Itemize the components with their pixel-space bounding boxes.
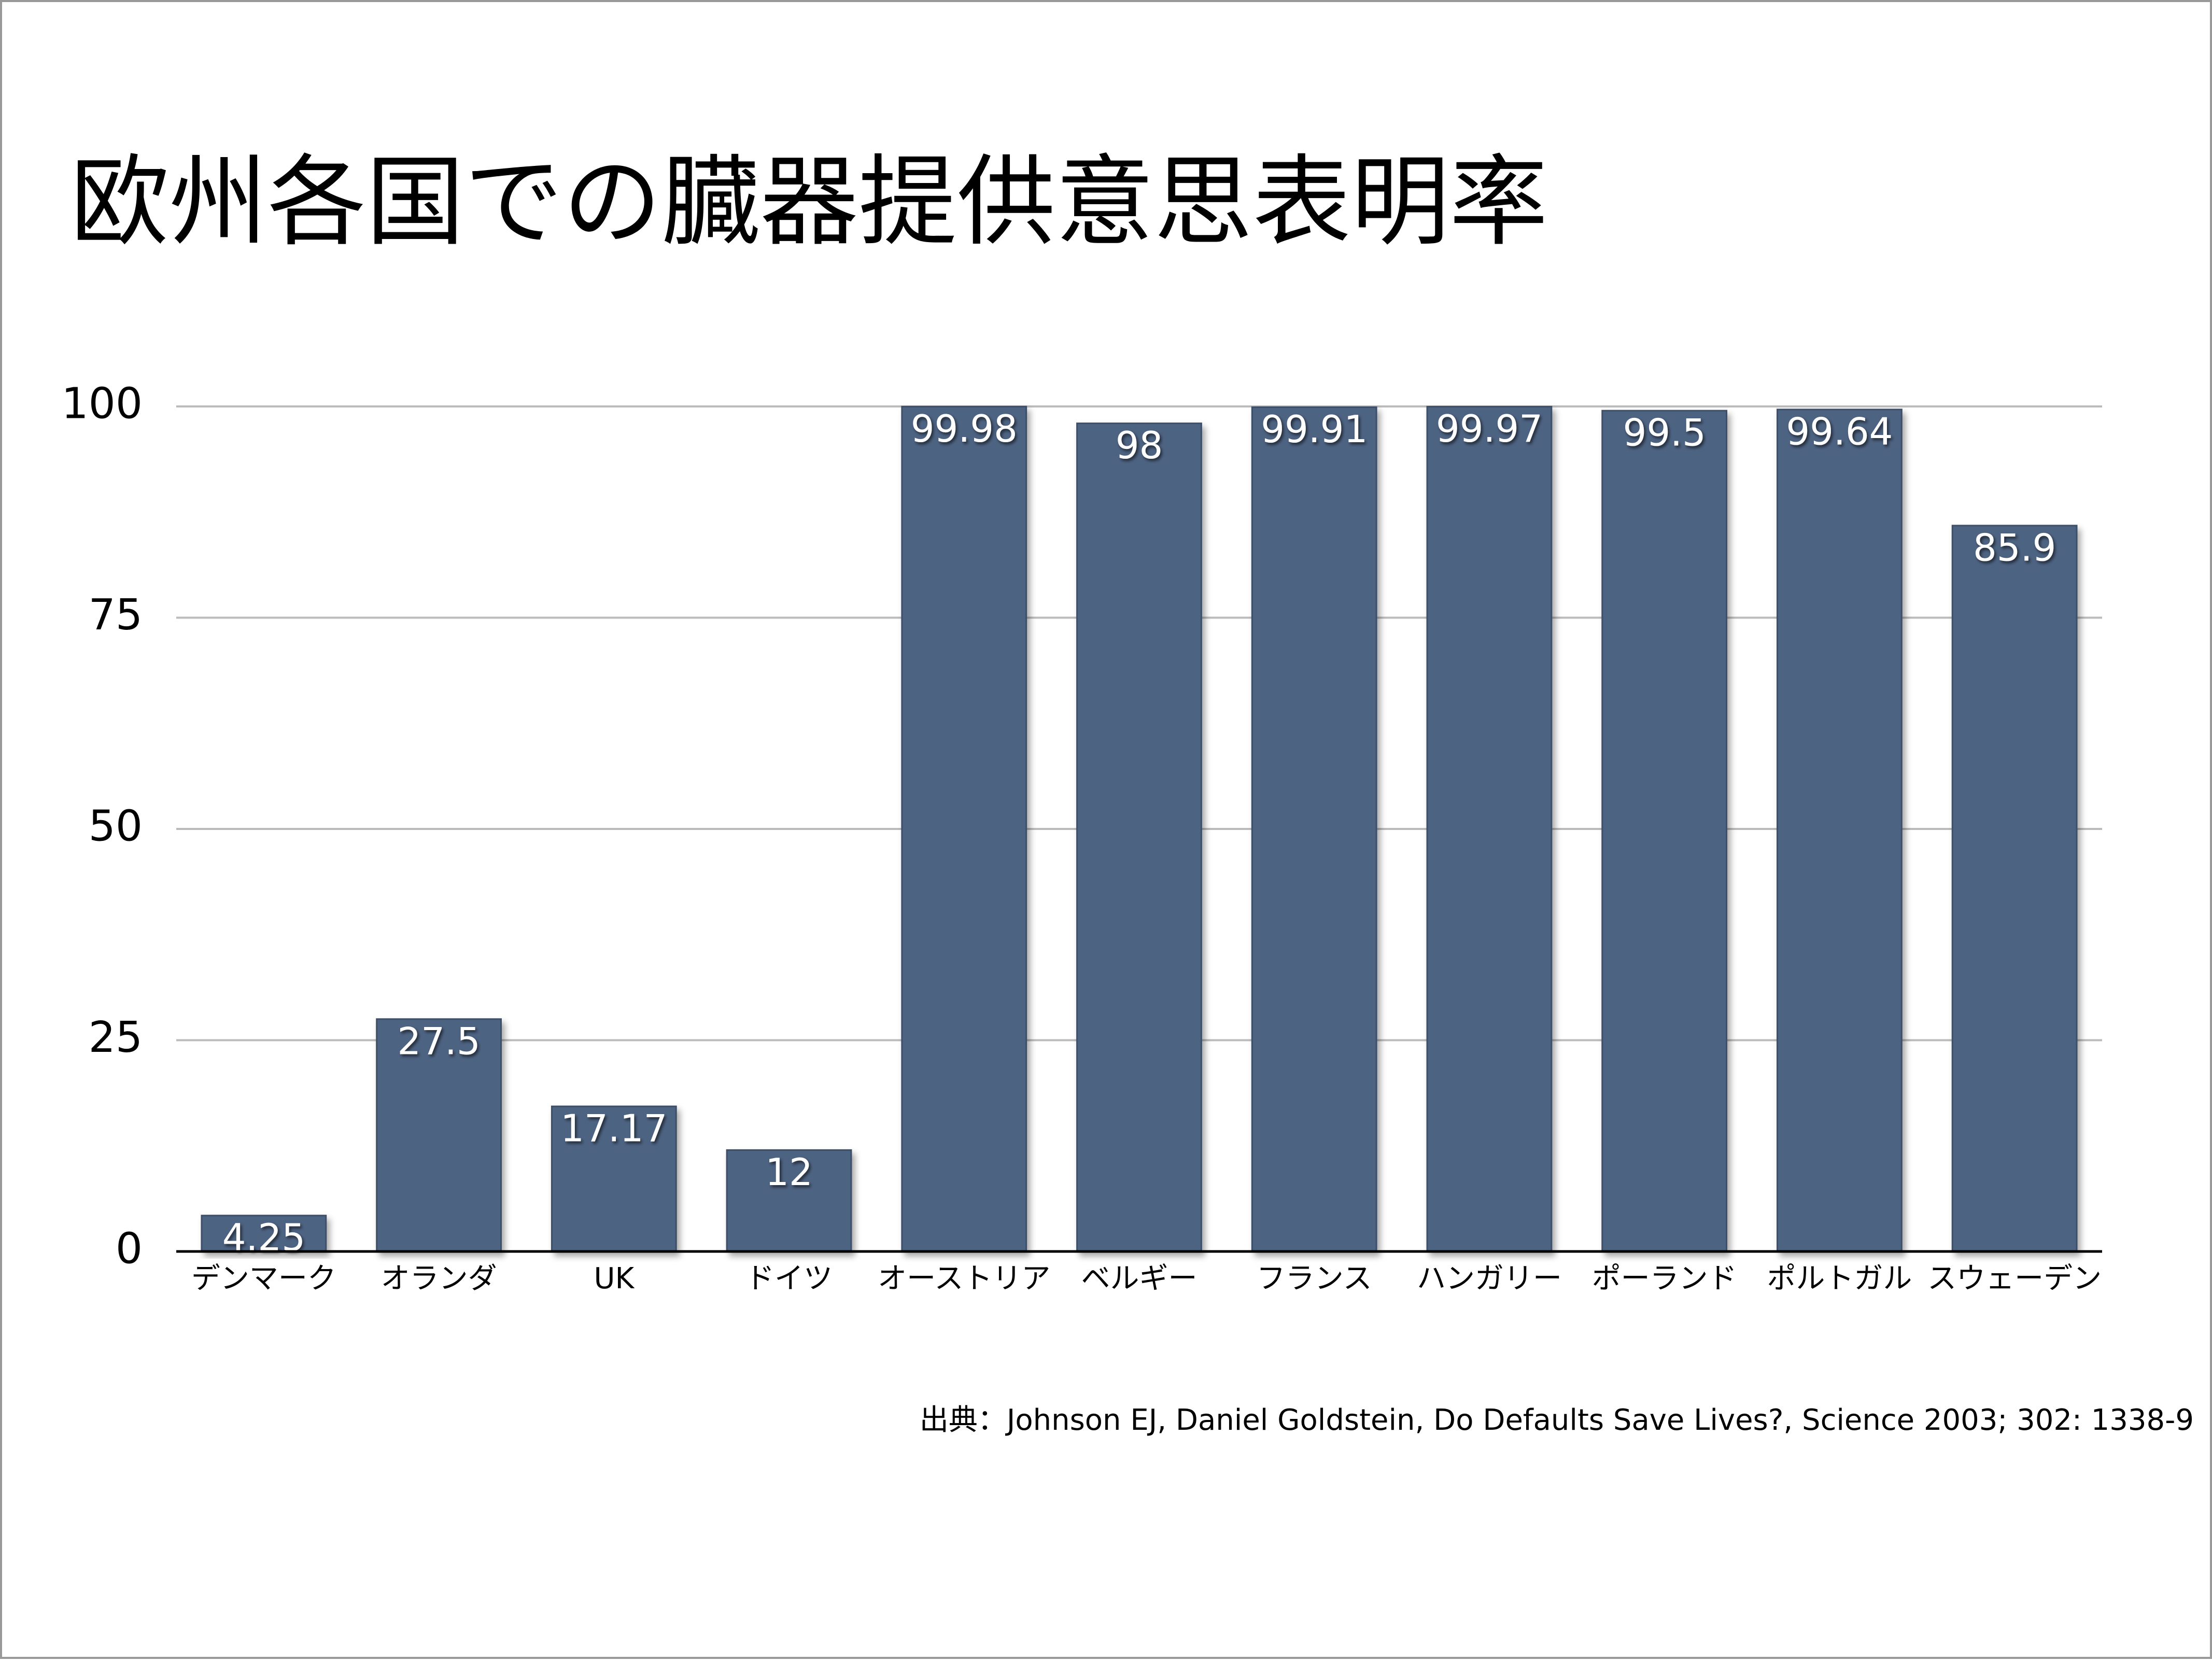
source-note: 出典：Johnson EJ, Daniel Goldstein, Do Defa… [920,1403,2194,1437]
x-tick-label: オーストリア [878,1262,1050,1296]
y-tick-label: 0 [116,1224,143,1273]
x-tick-label: スウェーデン [1927,1262,2102,1296]
value-label: 99.97 [1436,407,1543,451]
x-tick-label: ポーランド [1592,1262,1737,1296]
bar [1777,409,1903,1252]
bar [1251,406,1377,1252]
bar [551,1105,677,1252]
y-tick-label: 75 [89,590,143,640]
x-tick-label: デンマーク [191,1262,336,1296]
x-tick-label: UK [594,1262,635,1296]
y-tick-label: 25 [89,1013,143,1062]
x-tick-label: ポルトガル [1767,1262,1912,1296]
x-tick-label: オランダ [381,1262,497,1296]
bar [1601,410,1728,1252]
chart-title: 欧州各国での臓器提供意思表明率 [71,145,1548,259]
value-label: 99.64 [1786,410,1893,453]
x-tick-label: ベルギー [1081,1262,1197,1296]
bar [726,1149,852,1252]
value-label: 85.9 [1973,526,2056,569]
x-tick-label: ハンガリー [1417,1262,1562,1296]
y-tick-label: 50 [89,801,143,851]
value-label: 27.5 [397,1019,480,1063]
value-label: 99.98 [911,407,1018,451]
value-label: 99.91 [1261,407,1368,451]
value-label: 99.5 [1623,411,1706,455]
value-label: 12 [765,1150,813,1194]
bar [901,405,1027,1252]
value-label: 98 [1116,424,1163,467]
bar [1426,405,1553,1252]
bar [1951,525,2078,1252]
bar [376,1018,502,1252]
value-label: 4.25 [222,1216,305,1259]
bar [1076,423,1202,1252]
x-tick-label: ドイツ [745,1262,833,1296]
x-tick-label: フランス [1257,1262,1372,1296]
y-tick-label: 100 [61,379,143,428]
value-label: 17.17 [560,1107,667,1150]
